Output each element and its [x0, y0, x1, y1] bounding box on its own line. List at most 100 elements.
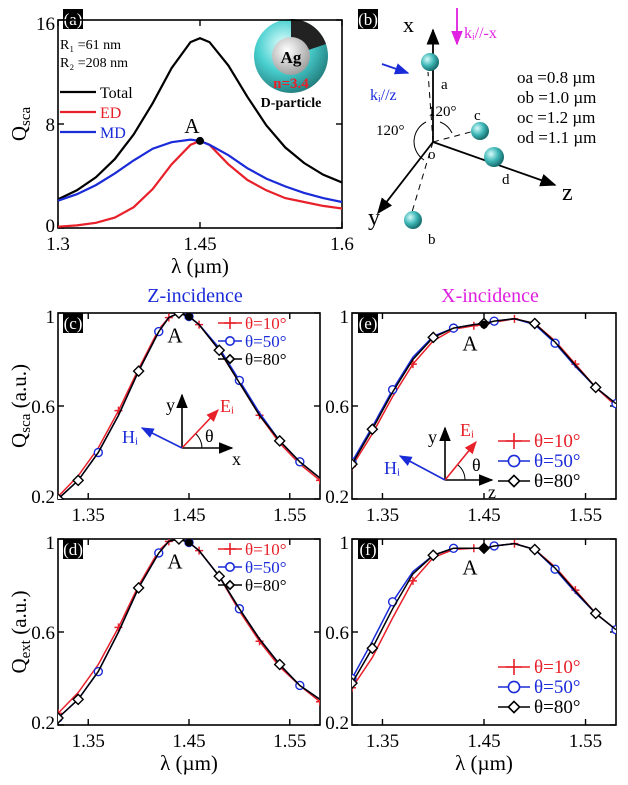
axis-y-label: y — [368, 205, 380, 231]
panel-d-tag-bg — [63, 539, 83, 559]
legend-label: θ=50° — [245, 558, 287, 577]
legend-marker-diamond — [224, 353, 236, 365]
annotation-point-a — [185, 312, 193, 321]
inset-e-h-arrow — [398, 455, 446, 481]
x-tick-label: 1.45 — [172, 505, 205, 526]
legend-marker-plus — [506, 433, 522, 449]
panel-e-tag: (e) — [359, 314, 378, 333]
y-tick-label: 1 — [46, 307, 56, 328]
x-axis-label: λ (µm) — [171, 254, 229, 278]
y-tick-label: 0.2 — [325, 487, 349, 508]
title-x-incidence: X-incidence — [441, 285, 539, 307]
y-tick-label: 0.6 — [325, 623, 349, 644]
particle-n-label: n=3.4 — [273, 76, 309, 92]
chart-d-legend: θ=10°θ=50°θ=80° — [218, 540, 287, 595]
y-tick-label: 0 — [46, 216, 56, 237]
panel-f-tag-bg — [358, 539, 378, 559]
inset-e-e-label: Eᵢ — [460, 420, 474, 440]
panel-b-tag: (b) — [358, 10, 378, 29]
legend-label: θ=10° — [245, 314, 287, 333]
point-label-a: a — [441, 77, 448, 93]
d-particle-icon: Ag n=3.4 — [254, 19, 328, 93]
chart-c: 1.35 1.45 1.55 0.2 0.6 1 Qsca (a.u.) A θ=10°θ=50… — [7, 307, 321, 526]
panel-f-tag: (f) — [360, 540, 377, 559]
legend-marker-circle — [225, 561, 236, 572]
marker-diamond — [352, 458, 358, 471]
point-label-d: d — [502, 172, 510, 188]
legend-label: θ=10° — [534, 431, 580, 452]
title-z-incidence: Z-incidence — [147, 285, 243, 307]
inset-e-field-diagram: y z Eᵢ Hᵢ θ — [384, 420, 496, 502]
x-axis-label: λ (µm) — [160, 751, 218, 775]
x-tick-label: 1.55 — [273, 505, 306, 526]
point-label-b: b — [428, 232, 436, 248]
marker-diamond — [273, 434, 286, 447]
inset-c-y-label: y — [166, 395, 175, 415]
legend-marker-diamond — [507, 700, 521, 714]
legend-label: θ=50° — [245, 332, 287, 351]
chart-d-series — [58, 539, 320, 725]
inset-e-y-label: y — [428, 427, 437, 447]
angle-label-1: 120° — [376, 123, 405, 139]
legend-label: θ=50° — [534, 451, 580, 472]
panel-d-tag: (d) — [63, 540, 83, 559]
panel-a-tag-bg — [63, 9, 83, 29]
distance-od: od =1.1 µm — [517, 128, 596, 147]
series-line-1 — [58, 139, 342, 228]
x-tick-label: 1.45 — [467, 505, 500, 526]
chart-f-legend: θ=10°θ=50°θ=80° — [498, 657, 580, 718]
panel-a-legend: Total ED MD — [60, 85, 133, 142]
panel-b-tag-bg — [358, 9, 378, 29]
chart-c-series — [58, 313, 320, 499]
legend-marker-circle — [507, 680, 521, 694]
marker-diamond — [427, 549, 440, 562]
legend-marker-diamond — [507, 474, 521, 488]
dash-b — [411, 141, 434, 213]
annotation-point-a — [185, 538, 193, 547]
legend-label: θ=80° — [245, 576, 287, 595]
y-tick-label: 1 — [340, 533, 350, 554]
marker-diamond — [172, 313, 185, 319]
annotation-label-a: A — [167, 323, 183, 347]
inset-c-axis-label: x — [232, 449, 241, 469]
axis-y-arrow — [377, 141, 434, 215]
annotation-point-a — [480, 320, 488, 329]
x-tick-label: 1.45 — [467, 731, 500, 752]
y-tick-label: 0.2 — [31, 487, 55, 508]
inset-c-theta-label: θ — [205, 426, 214, 446]
marker-diamond — [132, 365, 145, 378]
sphere-b — [404, 211, 422, 229]
marker-diamond — [352, 677, 358, 690]
y-tick-label: 0.6 — [31, 623, 55, 644]
chart-a: 1.3 1.45 1.6 0 8 16 λ (µm) Qsca A — [7, 14, 354, 278]
panel-b-diagram: (b) x z y o 120° 120° a b c d kᵢ//-x kᵢ/… — [358, 8, 596, 248]
legend-label-md: MD — [100, 125, 126, 142]
dash-a — [427, 71, 434, 143]
distance-oc: oc =1.2 µm — [517, 108, 595, 127]
panel-c-tag: (c) — [64, 314, 83, 333]
dash-c — [432, 129, 479, 143]
series-line-2 — [58, 313, 320, 499]
marker-plus — [408, 576, 417, 585]
series-line-0 — [58, 37, 342, 201]
legend-marker-circle — [507, 454, 521, 468]
marker-diamond — [172, 539, 185, 545]
inset-c-theta-arc — [195, 433, 203, 449]
y-tick-label: 0.2 — [31, 713, 55, 734]
x-tick-label: 1.45 — [172, 731, 205, 752]
marker-diamond — [528, 317, 541, 330]
k-z-arrow — [381, 63, 410, 75]
chart-f: 1.35 1.45 1.55 0.2 0.6 1 λ (µm) Aθ=10°θ=50°θ=80… — [325, 533, 617, 775]
legend-marker-circle — [225, 335, 236, 346]
annotation-point-a — [196, 136, 204, 145]
marker-diamond — [213, 570, 226, 583]
marker-diamond — [589, 607, 602, 620]
chart-d: 1.35 1.45 1.55 0.2 0.6 1 λ (µm) Qext (a.u.) A θ=1… — [7, 533, 321, 775]
angle-arc-2 — [439, 121, 453, 134]
x-tick-label: 1.45 — [183, 234, 216, 255]
panel-c-tag-bg — [63, 313, 83, 333]
distance-oa: oa =0.8 µm — [517, 68, 595, 87]
x-tick-label: 1.35 — [366, 505, 399, 526]
legend-marker-plus — [224, 317, 236, 329]
legend-marker-diamond — [224, 579, 236, 591]
